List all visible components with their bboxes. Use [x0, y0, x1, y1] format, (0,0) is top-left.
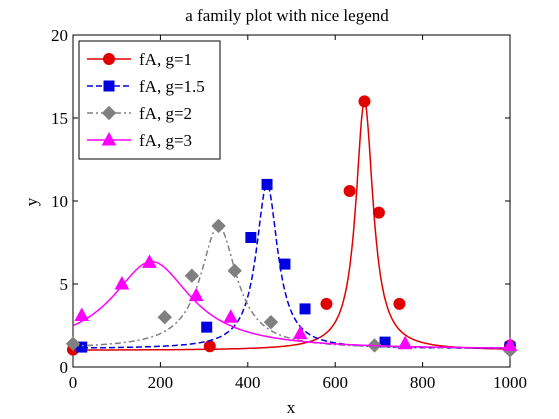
data-point — [502, 337, 518, 351]
series-layer — [65, 95, 518, 358]
y-tick-label: 5 — [60, 275, 69, 294]
legend-marker — [103, 53, 115, 65]
data-point — [65, 336, 81, 351]
data-point — [142, 254, 157, 268]
legend-entry: fA, g=1 — [87, 50, 192, 69]
y-tick-label: 20 — [51, 26, 68, 45]
legend-entry: fA, g=1.5 — [87, 77, 205, 96]
data-point — [114, 275, 130, 290]
data-point — [358, 95, 371, 108]
x-tick-label: 400 — [235, 373, 261, 392]
data-point — [201, 321, 213, 333]
x-tick-label: 1000 — [493, 373, 527, 392]
data-point — [223, 309, 239, 323]
chart-title: a family plot with nice legend — [185, 6, 389, 25]
y-tick-label: 10 — [51, 192, 68, 211]
data-point — [299, 303, 311, 315]
y-tick-label: 0 — [60, 358, 69, 377]
data-point — [292, 325, 308, 340]
y-tick-label: 15 — [51, 109, 68, 128]
data-point — [227, 263, 242, 278]
data-point — [320, 297, 333, 310]
legend-marker — [103, 80, 115, 92]
legend-label: fA, g=2 — [139, 104, 192, 123]
legend-marker — [101, 105, 117, 121]
data-point — [74, 307, 90, 322]
data-point — [245, 232, 257, 244]
data-point — [393, 297, 406, 310]
legend-entry: fA, g=2 — [87, 104, 192, 123]
data-point — [343, 185, 356, 198]
data-point — [279, 258, 291, 270]
series-line — [73, 183, 510, 350]
series-line — [73, 101, 510, 351]
series-4 — [72, 254, 518, 351]
legend-label: fA, g=1 — [139, 50, 192, 69]
x-tick-label: 0 — [69, 373, 78, 392]
data-point — [263, 314, 279, 330]
legend-marker — [101, 131, 117, 146]
legend-label: fA, g=3 — [139, 131, 192, 150]
legend-label: fA, g=1.5 — [139, 77, 205, 96]
data-point — [184, 268, 200, 283]
x-axis-label: x — [287, 398, 296, 417]
data-point — [211, 218, 226, 234]
x-tick-label: 200 — [148, 373, 174, 392]
legend: fA, g=1 fA, g=1.5 fA, g=2 fA, g=3 — [78, 40, 221, 160]
data-point — [261, 178, 273, 190]
y-axis-label: y — [22, 197, 41, 206]
x-tick-label: 600 — [322, 373, 348, 392]
data-point — [372, 206, 385, 219]
data-point — [188, 287, 204, 302]
data-point — [157, 309, 172, 325]
axes: 0 200 400 600 800 1000 0 5 10 15 20 — [51, 26, 527, 392]
data-point — [203, 340, 216, 353]
legend-entry: fA, g=3 — [87, 131, 192, 150]
x-tick-label: 800 — [410, 373, 436, 392]
data-point — [397, 335, 413, 350]
